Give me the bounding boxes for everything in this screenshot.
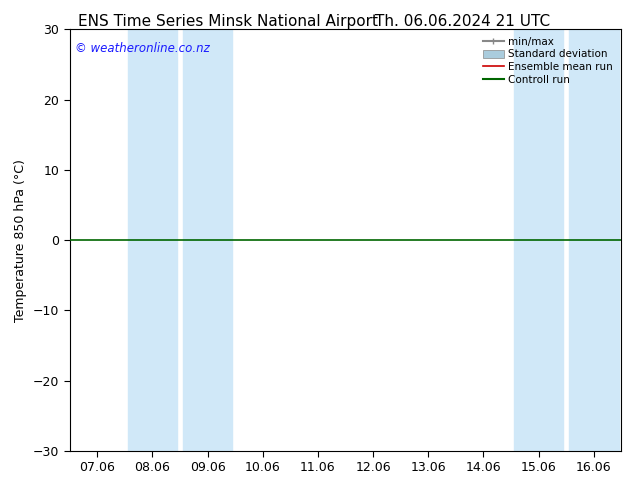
Bar (183, 29, 233, 451)
Bar (127, 29, 178, 451)
Bar (514, 29, 564, 451)
Y-axis label: Temperature 850 hPa (°C): Temperature 850 hPa (°C) (15, 159, 27, 321)
Bar (569, 29, 619, 451)
Text: © weatheronline.co.nz: © weatheronline.co.nz (75, 42, 210, 55)
Text: ENS Time Series Minsk National Airport: ENS Time Series Minsk National Airport (78, 14, 378, 29)
Text: Th. 06.06.2024 21 UTC: Th. 06.06.2024 21 UTC (375, 14, 550, 29)
Legend: min/max, Standard deviation, Ensemble mean run, Controll run: min/max, Standard deviation, Ensemble me… (483, 37, 612, 85)
